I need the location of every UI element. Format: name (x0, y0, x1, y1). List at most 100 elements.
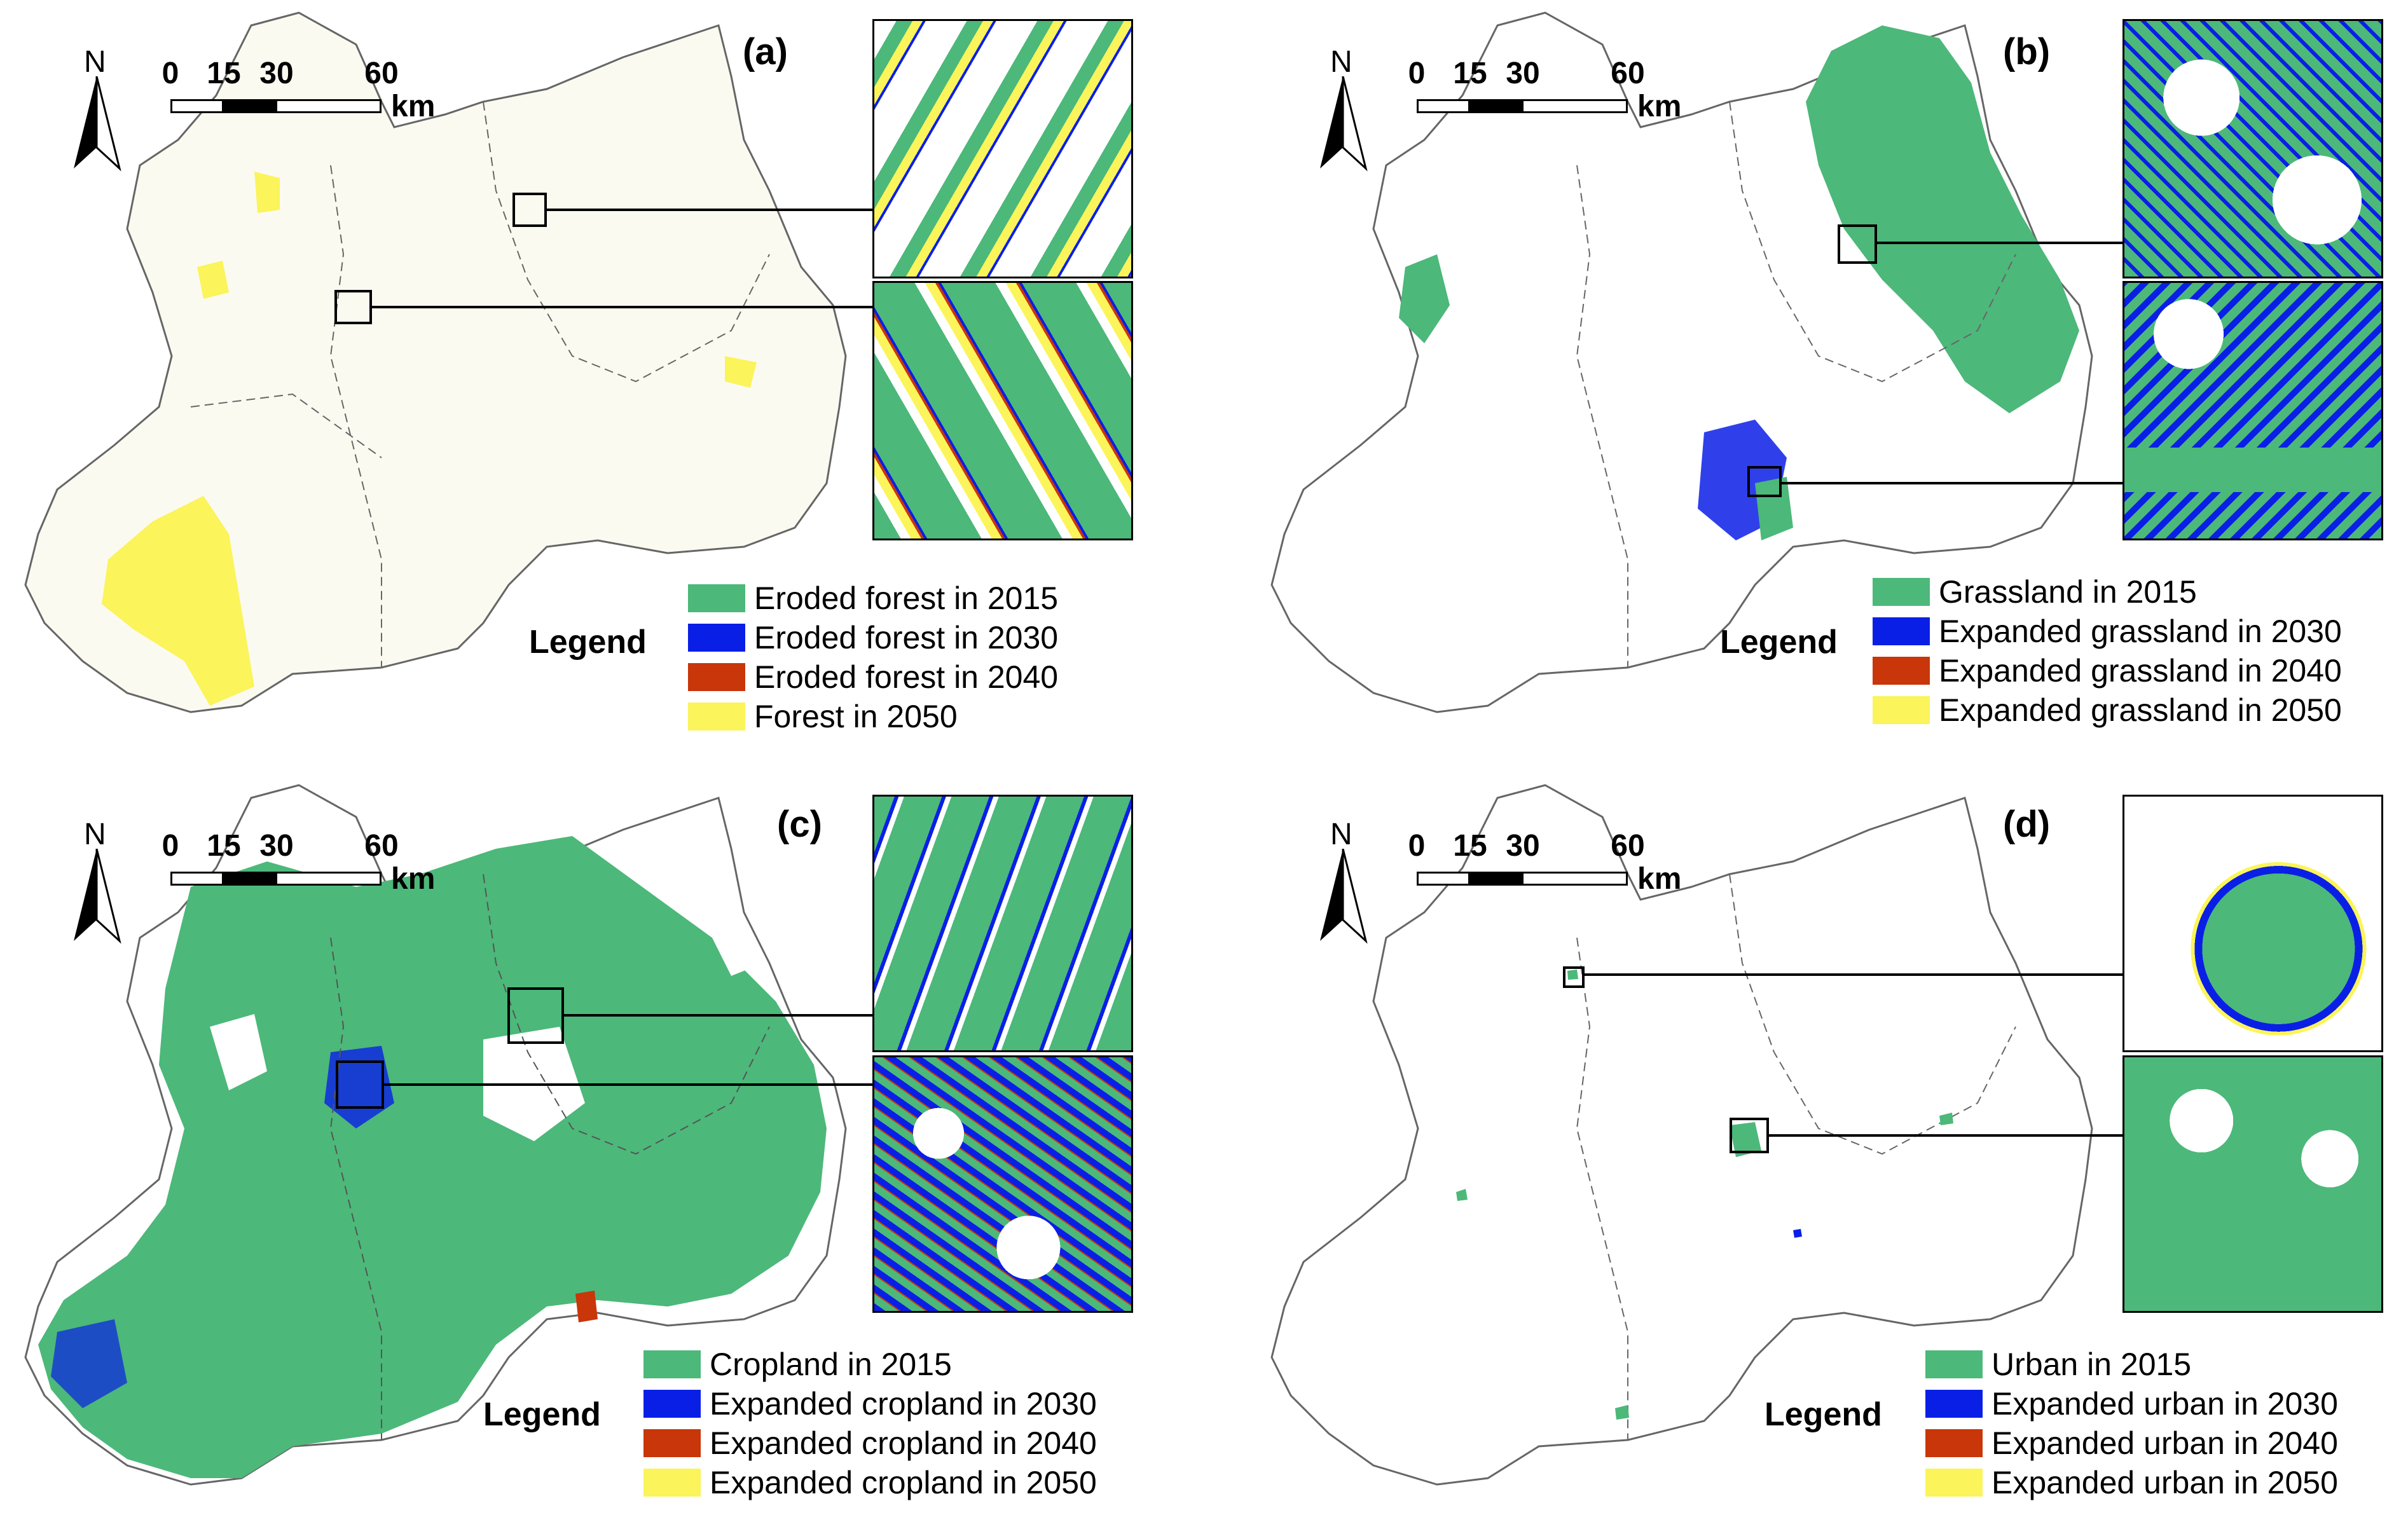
panel-label: (d) (2003, 804, 2051, 845)
legend-title: Legend (1765, 1396, 1882, 1433)
swatch-2050 (1925, 1469, 1983, 1497)
scale-tick: 60 (1611, 829, 1645, 863)
swatch-2050 (643, 1469, 701, 1497)
scale-tick: 15 (1453, 829, 1487, 863)
swatch-2030 (1873, 617, 1930, 645)
country-outline (1270, 784, 2093, 1486)
legend-item: Eroded forest in 2030 (688, 618, 1058, 657)
legend-label: Expanded grassland in 2040 (1939, 653, 2342, 689)
scale-unit: km (391, 90, 436, 123)
legend: Cropland in 2015 Expanded cropland in 20… (643, 1345, 1097, 1502)
expanded-urban-2030-patch (1793, 1229, 1802, 1238)
swatch-2040 (643, 1429, 701, 1457)
grassland-2015-patch (1399, 254, 1450, 343)
legend-item: Eroded forest in 2040 (688, 657, 1058, 697)
urban-2015-patch (1615, 1405, 1629, 1420)
swatch-2050 (1873, 696, 1930, 724)
legend-label: Expanded urban in 2040 (1992, 1425, 2338, 1461)
province-boundary (1576, 874, 2016, 1440)
swatch-2030 (643, 1390, 701, 1418)
scale-tick: 0 (162, 57, 179, 90)
forest-2050-patch (197, 261, 229, 299)
north-arrow-icon (74, 849, 121, 944)
inset-map-bottom (2122, 281, 2383, 540)
scale-segment (222, 99, 277, 113)
scale-bar: 0 15 30 60 km (162, 56, 496, 132)
inset-map-bottom (2122, 1055, 2383, 1313)
north-label: N (84, 45, 106, 79)
panel-label: (c) (777, 804, 822, 845)
scale-segment (275, 872, 382, 886)
scale-bar: 0 15 30 60 km (162, 828, 496, 905)
scale-tick: 60 (364, 829, 399, 863)
urban-2015-patch (1567, 970, 1578, 980)
scale-tick: 0 (1408, 57, 1426, 90)
north-arrow: N (1318, 45, 1368, 172)
province-boundary (190, 101, 770, 668)
forest-2050-patch (725, 356, 757, 388)
scale-tick: 0 (1408, 829, 1426, 863)
scale-segment (275, 99, 382, 113)
scale-tick: 30 (1506, 829, 1540, 863)
cropland-gap (687, 830, 763, 976)
legend: Urban in 2015 Expanded urban in 2030 Exp… (1925, 1345, 2338, 1502)
scale-segment (1522, 872, 1628, 886)
scale-tick: 60 (1611, 57, 1645, 90)
scale-tick: 60 (364, 57, 399, 90)
swatch-2015 (643, 1350, 701, 1378)
urban-2015-patch (1730, 1122, 1761, 1157)
inset-map-bottom (872, 1055, 1133, 1313)
legend: Eroded forest in 2015 Eroded forest in 2… (688, 579, 1058, 736)
north-arrow: N (71, 45, 122, 172)
legend-label: Expanded urban in 2050 (1992, 1465, 2338, 1500)
scale-segment (1522, 99, 1628, 113)
zoom-box (1747, 466, 1782, 497)
scale-tick: 15 (207, 57, 241, 90)
scale-bar: 0 15 30 60 km (1408, 56, 1742, 132)
legend-item: Expanded grassland in 2050 (1873, 690, 2342, 730)
panel-label: (b) (2003, 31, 2051, 72)
legend-label: Expanded cropland in 2040 (710, 1425, 1097, 1461)
zoom-box (1563, 966, 1585, 988)
urban-2015-patch (1939, 1113, 1953, 1125)
legend-item: Expanded urban in 2030 (1925, 1384, 2338, 1423)
legend-title: Legend (529, 624, 647, 661)
scale-tick: 15 (1453, 57, 1487, 90)
map-panel-b: N 0 15 30 60 km (b) Legend Grassland in … (1246, 0, 2408, 764)
north-arrow-icon (1320, 849, 1368, 944)
map-canvas-d (1270, 784, 2122, 1486)
inset-map-bottom (872, 281, 1133, 540)
north-label: N (1330, 818, 1352, 851)
legend-item: Grassland in 2015 (1873, 572, 2342, 612)
inset-map-top (872, 19, 1133, 278)
scale-tick: 15 (207, 829, 241, 863)
swatch-2040 (688, 663, 745, 691)
expanded-cropland-2030-patch (51, 1319, 127, 1408)
legend-item: Expanded cropland in 2050 (643, 1463, 1097, 1502)
north-arrow: N (1318, 817, 1368, 944)
swatch-2015 (688, 584, 745, 612)
scale-tick: 30 (259, 829, 294, 863)
scale-segment (1417, 872, 1470, 886)
inset-map-top (2122, 19, 2383, 278)
province-boundary (1576, 101, 2016, 668)
swatch-2030 (688, 624, 745, 652)
urban-2015-patch (1456, 1189, 1468, 1201)
swatch-2040 (1925, 1429, 1983, 1457)
forest-2050-patch (254, 172, 280, 213)
swatch-2015 (1873, 578, 1930, 606)
legend-item: Urban in 2015 (1925, 1345, 2338, 1384)
north-arrow-icon (1320, 76, 1368, 172)
legend-label: Cropland in 2015 (710, 1347, 952, 1382)
legend-label: Urban in 2015 (1992, 1347, 2192, 1382)
scale-segment (1417, 99, 1470, 113)
scale-unit: km (1637, 862, 1682, 896)
legend-label: Expanded urban in 2030 (1992, 1386, 2338, 1422)
legend-label: Expanded cropland in 2050 (710, 1465, 1097, 1500)
cropland-2015-patch (38, 836, 827, 1478)
legend-item: Cropland in 2015 (643, 1345, 1097, 1384)
scale-segment (170, 872, 224, 886)
scale-unit: km (1637, 90, 1682, 123)
scale-segment (222, 872, 277, 886)
panel-label: (a) (743, 31, 788, 72)
